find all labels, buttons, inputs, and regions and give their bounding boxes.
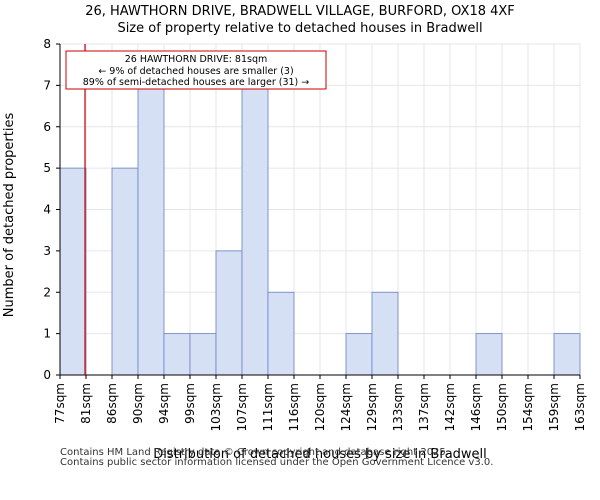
x-tick-label: 146sqm (469, 383, 483, 431)
y-tick-labels: 0 1 2 3 4 5 6 7 8 (43, 37, 60, 382)
bar-103sqm (215, 250, 243, 376)
y-tick-label: 5 (43, 161, 51, 175)
bars (59, 84, 581, 376)
y-tick-label: 7 (43, 78, 51, 92)
x-tick-labels: 77sqm 81sqm 86sqm 90sqm 94sqm 99sqm 103sqm 107s… (53, 375, 587, 431)
x-tick-label: 129sqm (365, 383, 379, 431)
y-tick-label: 3 (43, 244, 51, 258)
chart-title: Size of property relative to detached ho… (117, 21, 483, 36)
bar-124sqm (345, 333, 373, 376)
x-tick-label: 90sqm (131, 383, 145, 424)
x-tick-label: 81sqm (79, 383, 93, 424)
x-axis-label: Distribution of detached houses by size … (153, 447, 487, 462)
x-tick-label: 124sqm (339, 383, 353, 431)
bar-77sqm (59, 167, 87, 376)
x-tick-label: 154sqm (521, 383, 535, 431)
y-tick-label: 8 (43, 37, 51, 51)
x-tick-label: 137sqm (417, 383, 431, 431)
bar-90sqm (137, 84, 165, 376)
y-tick-label: 2 (43, 285, 51, 299)
x-tick-label: 107sqm (235, 383, 249, 431)
annotation-box (65, 50, 327, 90)
y-tick-label: 0 (43, 368, 51, 382)
y-tick-label: 4 (43, 203, 51, 217)
annotation-line-3: 89% of semi-detached houses are larger (… (83, 77, 310, 88)
x-tick-label: 120sqm (313, 383, 327, 431)
x-tick-label: 99sqm (183, 383, 197, 424)
x-tick-label: 94sqm (157, 383, 171, 424)
x-tick-label: 159sqm (547, 383, 561, 431)
x-tick-label: 133sqm (391, 383, 405, 431)
annotation-line-2: ← 9% of detached houses are smaller (3) (98, 66, 293, 77)
bar-107sqm (241, 84, 269, 376)
x-tick-label: 163sqm (573, 383, 587, 431)
footer-copyright: Contains HM Land Registry data © Crown c… (60, 447, 449, 458)
y-tick-label: 6 (43, 120, 51, 134)
x-tick-label: 77sqm (53, 383, 67, 424)
y-axis-label: Number of detached properties (2, 113, 17, 318)
bar-146sqm (475, 333, 503, 376)
chart-title-address: 26, HAWTHORN DRIVE, BRADWELL VILLAGE, BU… (85, 4, 515, 19)
bar-99sqm (189, 333, 217, 376)
y-tick-label: 1 (43, 327, 51, 341)
x-tick-label: 86sqm (105, 383, 119, 424)
bar-94sqm (163, 333, 191, 376)
footer-licence: Contains public sector information licen… (60, 457, 494, 468)
bar-159sqm (553, 333, 581, 376)
x-tick-label: 150sqm (495, 383, 509, 431)
x-tick-label: 142sqm (443, 383, 457, 431)
x-tick-label: 103sqm (209, 383, 223, 431)
annotation-line-1: 26 HAWTHORN DRIVE: 81sqm (125, 54, 268, 65)
property-marker: 26 HAWTHORN DRIVE: 81sqm← 9% of detached… (65, 44, 327, 375)
bar-129sqm (371, 291, 399, 376)
bar-86sqm (111, 167, 139, 376)
x-tick-label: 116sqm (287, 383, 301, 431)
bar-111sqm (267, 291, 295, 376)
x-tick-label: 111sqm (261, 383, 275, 431)
